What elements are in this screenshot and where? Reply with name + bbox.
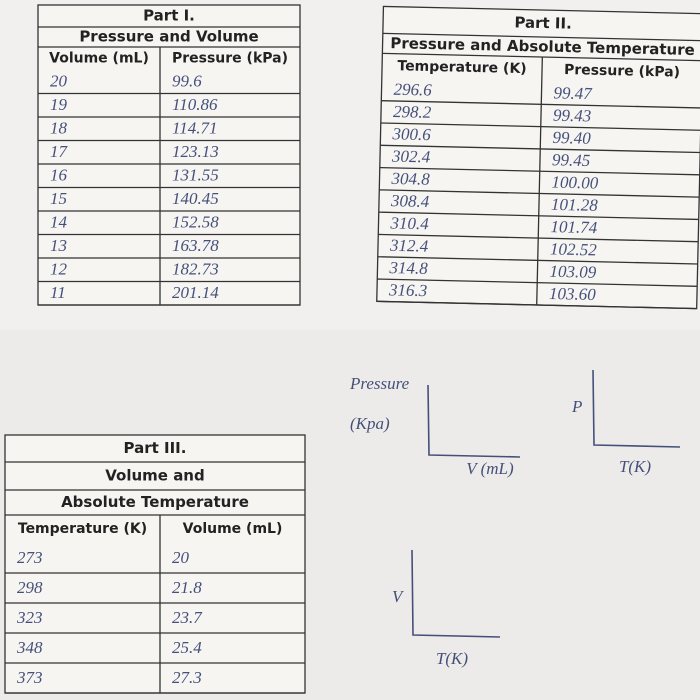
handwritten-value: 15	[50, 189, 67, 208]
handwritten-value: 140.45	[172, 189, 219, 208]
handwritten-value: 201.14	[172, 283, 219, 302]
rule	[376, 300, 697, 310]
handwritten-value: 19	[50, 95, 68, 114]
handwritten-value: 304.8	[390, 169, 430, 189]
table-background	[4, 434, 306, 694]
handwritten-value: 152.58	[172, 213, 219, 232]
x-axis-label: V (mL)	[466, 459, 514, 478]
rule	[378, 211, 699, 221]
part-title: Part II.	[514, 13, 572, 32]
graph-sketches: Pressure (Kpa) V (mL) P T(K) V T(K)	[349, 369, 681, 668]
y-axis-label: V	[392, 587, 405, 606]
handwritten-value: 131.55	[172, 166, 219, 185]
handwritten-value: 25.4	[172, 638, 202, 657]
part-2-table: Part II.Pressure and Absolute Temperatur…	[376, 5, 700, 310]
y-axis-label: P	[571, 397, 582, 416]
handwritten-value: 12	[50, 260, 68, 279]
part-subtitle: Absolute Temperature	[61, 493, 249, 511]
handwritten-value: 373	[16, 668, 43, 687]
handwritten-value: 312.4	[389, 236, 429, 256]
handwritten-value: 103.60	[549, 284, 597, 304]
rule	[379, 189, 700, 198]
handwritten-value: 114.71	[172, 119, 218, 138]
handwritten-value: 323	[16, 608, 43, 627]
part-3-table: Part III. Volume and Absolute Temperature T…	[4, 434, 306, 694]
part-subtitle: Volume and	[105, 467, 204, 485]
column-header: Temperature (K)	[397, 58, 527, 77]
handwritten-value: 99.47	[553, 83, 593, 103]
rule	[377, 256, 698, 265]
handwritten-value: 99.40	[552, 128, 591, 148]
handwritten-value: 298.2	[393, 102, 432, 122]
handwritten-value: 182.73	[172, 260, 219, 279]
handwritten-value: 102.52	[550, 239, 598, 259]
handwritten-value: 20	[172, 548, 190, 567]
handwritten-value: 101.28	[551, 195, 599, 215]
handwritten-value: 310.4	[389, 213, 429, 233]
handwritten-value: 316.3	[388, 280, 428, 300]
handwritten-value: 101.74	[550, 217, 598, 237]
rule	[380, 144, 700, 154]
column-header: Pressure (kPa)	[564, 62, 680, 81]
handwritten-value: 100.00	[551, 173, 599, 193]
handwritten-value: 348	[16, 638, 43, 657]
rule	[377, 278, 698, 287]
handwritten-value: 103.09	[549, 262, 597, 282]
column-header: Temperature (K)	[18, 521, 147, 537]
axis-sketch	[427, 384, 521, 458]
handwritten-value: 99.45	[552, 150, 591, 170]
handwritten-value: 163.78	[172, 236, 219, 255]
handwritten-value: 13	[50, 236, 67, 255]
handwritten-value: 302.4	[391, 147, 431, 167]
column-header: Volume (mL)	[183, 521, 283, 537]
handwritten-value: 298	[17, 578, 43, 597]
rule	[381, 100, 700, 109]
rule	[378, 233, 699, 243]
handwritten-value: 123.13	[172, 142, 219, 161]
handwritten-value: 314.8	[388, 258, 428, 278]
rule	[379, 166, 700, 176]
y-axis-label: Pressure	[349, 374, 410, 393]
handwritten-value: 27.3	[172, 668, 202, 687]
column-header: Pressure (kPa)	[172, 51, 288, 67]
handwritten-value: 18	[50, 119, 68, 138]
handwritten-value: 110.86	[172, 95, 218, 114]
rule	[382, 32, 700, 42]
part-title: Part III.	[124, 439, 187, 457]
part-subtitle: Pressure and Volume	[79, 28, 258, 46]
handwritten-value: 273	[17, 548, 43, 567]
x-axis-label: T(K)	[619, 457, 651, 476]
handwritten-value: 300.6	[391, 124, 431, 144]
handwritten-value: 23.7	[172, 608, 203, 627]
x-axis-label: T(K)	[436, 649, 468, 668]
handwritten-value: 308.4	[390, 191, 430, 211]
column-header: Volume (mL)	[49, 51, 149, 67]
handwritten-value: 17	[50, 142, 69, 161]
part-1-table: Part I. Pressure and Volume Volume (mL) Pre…	[37, 4, 301, 306]
handwritten-value: 11	[50, 283, 66, 302]
handwritten-value: 14	[50, 213, 68, 232]
part-title: Part I.	[143, 7, 195, 25]
handwritten-value: 16	[50, 166, 68, 185]
handwritten-value: 99.6	[172, 72, 202, 91]
table-background	[37, 4, 301, 306]
handwritten-value: 99.43	[553, 106, 592, 126]
column-divider	[536, 57, 543, 305]
handwritten-value: 296.6	[393, 80, 432, 100]
handwritten-value: 20	[50, 72, 68, 91]
axis-sketch	[592, 369, 681, 448]
rule	[380, 122, 700, 131]
axis-sketch	[411, 549, 501, 638]
handwritten-value: 21.8	[172, 578, 202, 597]
y-axis-label: (Kpa)	[350, 414, 390, 433]
